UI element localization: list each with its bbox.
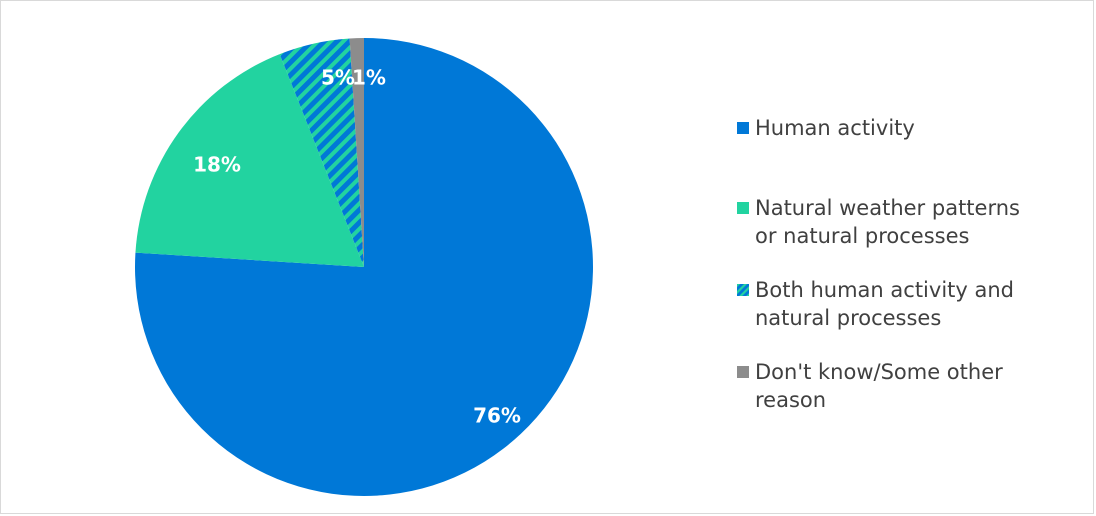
- legend-item-both: Both human activity and natural processe…: [737, 276, 1014, 332]
- slice-natural-processes: [135, 54, 364, 268]
- legend-item-natural-processes: Natural weather patterns or natural proc…: [737, 194, 1020, 250]
- data-label: 76%: [473, 404, 521, 428]
- data-label: 18%: [193, 153, 241, 177]
- data-label: 1%: [352, 66, 386, 90]
- slice-dont-know: [349, 38, 364, 267]
- legend-swatch: [737, 284, 749, 296]
- legend-swatch: [737, 122, 749, 134]
- data-label: 5%: [321, 66, 355, 90]
- pie-slices: [134, 38, 593, 496]
- legend-label: Both human activity and natural processe…: [755, 278, 1014, 330]
- pie-data-labels: 76% 18% 5%1%: [193, 66, 521, 428]
- legend-label: Human activity: [755, 116, 915, 140]
- legend-label: Natural weather patterns or natural proc…: [755, 196, 1020, 248]
- slice-both: [279, 38, 364, 268]
- legend-swatch: [737, 202, 749, 214]
- legend-swatch: [737, 366, 749, 378]
- legend-item-dont-know: Don't know/Some other reason: [737, 358, 1003, 414]
- legend-label: Don't know/Some other reason: [755, 360, 1003, 412]
- legend-item-human-activity: Human activity: [737, 114, 915, 142]
